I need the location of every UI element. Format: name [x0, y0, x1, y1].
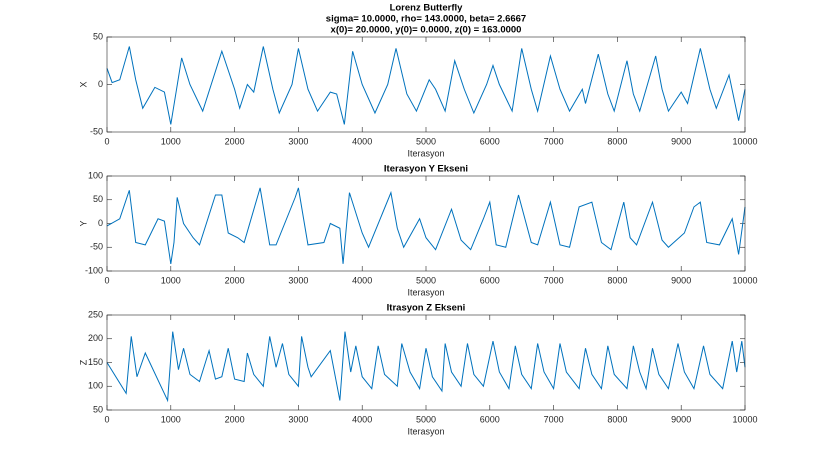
x-tick-label: 5000 — [416, 275, 436, 285]
x-tick-label: 1000 — [161, 275, 181, 285]
axes-box — [106, 36, 746, 133]
chart-subtitle: x(0)= 20.0000, y(0)= 0.0000, z(0) = 163.… — [331, 25, 522, 36]
y-tick-label: -100 — [85, 265, 103, 275]
data-line — [106, 187, 746, 264]
x-tick-label: 4000 — [352, 136, 372, 146]
x-tick-label: 9000 — [671, 275, 691, 285]
x-tick-label: 5000 — [416, 136, 436, 146]
x-tick-label: 2000 — [225, 275, 245, 285]
x-tick-label: 0 — [104, 275, 109, 285]
axes-box — [106, 175, 746, 272]
x-tick-label: 1000 — [161, 414, 181, 424]
y-tick-label: 50 — [93, 194, 103, 204]
x-tick-label: 10000 — [732, 414, 757, 424]
chart-title: Lorenz Butterfly — [390, 3, 464, 14]
x-tick-label: 8000 — [607, 275, 627, 285]
x-tick-label: 10000 — [732, 136, 757, 146]
x-tick-label: 6000 — [480, 414, 500, 424]
x-tick-label: 4000 — [352, 275, 372, 285]
x-tick-label: 2000 — [225, 414, 245, 424]
x-tick-label: 4000 — [352, 414, 372, 424]
y-axis-label: Y — [78, 220, 88, 226]
x-tick-label: 9000 — [671, 414, 691, 424]
y-tick-label: 200 — [88, 333, 103, 343]
x-tick-label: 0 — [104, 414, 109, 424]
y-tick-label: 150 — [88, 357, 103, 367]
y-axis-label: Z — [78, 359, 88, 365]
x-tick-label: 8000 — [607, 136, 627, 146]
x-tick-label: 3000 — [288, 414, 308, 424]
axes-box — [106, 314, 746, 411]
x-tick-label: 9000 — [671, 136, 691, 146]
x-tick-label: 7000 — [544, 414, 564, 424]
x-tick-label: 8000 — [607, 414, 627, 424]
y-tick-label: 50 — [93, 404, 103, 414]
x-tick-label: 5000 — [416, 414, 436, 424]
y-tick-label: -50 — [90, 242, 103, 252]
x-tick-label: 1000 — [161, 136, 181, 146]
x-axis-label: Iterasyon — [407, 426, 444, 436]
chart-title: Iterasyon Y Ekseni — [384, 164, 468, 175]
x-tick-label: 2000 — [225, 136, 245, 146]
x-axis-label: Iterasyon — [407, 287, 444, 297]
data-line — [106, 331, 746, 403]
x-tick-label: 3000 — [288, 136, 308, 146]
x-tick-label: 6000 — [480, 136, 500, 146]
x-tick-label: 3000 — [288, 275, 308, 285]
y-axis-label: X — [78, 81, 88, 87]
x-tick-label: 10000 — [732, 275, 757, 285]
x-tick-label: 6000 — [480, 275, 500, 285]
y-tick-label: 250 — [88, 309, 103, 319]
y-tick-label: 100 — [88, 170, 103, 180]
x-axis-label: Iterasyon — [407, 148, 444, 158]
x-tick-label: 7000 — [544, 275, 564, 285]
chart-title: Itrasyon Z Ekseni — [387, 303, 466, 314]
data-line — [106, 46, 746, 125]
x-tick-label: 7000 — [544, 136, 564, 146]
x-tick-label: 0 — [104, 136, 109, 146]
y-tick-label: 0 — [98, 218, 103, 228]
chart-subtitle: sigma= 10.0000, rho= 143.0000, beta= 2.6… — [326, 14, 526, 25]
y-tick-label: 50 — [93, 31, 103, 41]
y-tick-label: -50 — [90, 126, 103, 136]
y-tick-label: 0 — [98, 79, 103, 89]
y-tick-label: 100 — [88, 381, 103, 391]
